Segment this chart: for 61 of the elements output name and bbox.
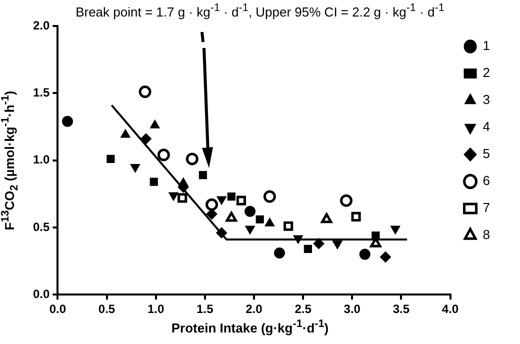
point <box>226 212 237 222</box>
point <box>284 221 294 231</box>
legend-label: 4 <box>482 119 490 134</box>
point <box>293 235 303 244</box>
x-tick-label: 4.0 <box>442 302 459 316</box>
point <box>380 251 391 262</box>
point <box>120 129 130 138</box>
y-tick-label: 2.0 <box>32 18 50 32</box>
point <box>186 152 198 166</box>
x-tick-label: 0.0 <box>49 302 66 316</box>
point <box>138 86 152 98</box>
point <box>150 120 160 128</box>
y-tick-label: 1.5 <box>32 85 50 100</box>
y-tick-label: 0.0 <box>32 286 50 301</box>
x-tick-label: 0.5 <box>98 302 116 316</box>
point <box>264 218 275 226</box>
point <box>332 240 342 250</box>
point <box>321 213 332 224</box>
point <box>216 196 226 205</box>
point <box>236 196 246 206</box>
legend-label: 3 <box>482 92 490 108</box>
point <box>227 192 236 201</box>
point <box>168 192 178 201</box>
x-tick-label: 2.0 <box>246 302 263 316</box>
point <box>178 193 188 203</box>
point <box>62 116 73 127</box>
point <box>198 171 207 180</box>
legend-label: 8 <box>482 227 490 242</box>
point <box>304 244 312 253</box>
legend-label: 5 <box>482 146 490 162</box>
point <box>359 248 370 260</box>
point <box>263 190 276 203</box>
point <box>140 133 152 144</box>
point <box>244 206 256 217</box>
point <box>206 198 218 211</box>
point <box>390 226 400 234</box>
point <box>206 208 218 220</box>
legend-label: 1 <box>482 38 490 54</box>
point <box>274 247 285 258</box>
x-axis-title: Protein Intake (g·kg$^{-1}$·d$^{-1}$) <box>170 318 330 336</box>
point <box>157 148 170 162</box>
x-tick-label: 2.5 <box>294 302 312 316</box>
point <box>150 178 158 186</box>
point <box>216 227 228 238</box>
point <box>106 154 115 163</box>
point <box>245 226 255 234</box>
legend-label: 6 <box>482 173 490 188</box>
x-tick-label: 1.5 <box>196 302 214 316</box>
point <box>340 194 352 207</box>
point <box>178 178 188 186</box>
y-tick-label: 1.0 <box>32 152 50 167</box>
chart-title: Break point = 1.7 g · kg$^{-1}$ · d$^{-1}$, Upper 95% CI = 2.2 g · kg$^{-1}$ · d$^{-1}$ <box>74 2 446 20</box>
x-tick-label: 3.0 <box>344 302 361 316</box>
legend-label: 2 <box>482 65 490 80</box>
x-tick-label: 3.5 <box>392 302 410 316</box>
point <box>313 238 324 250</box>
point <box>351 212 361 222</box>
legend-label: 7 <box>482 200 490 216</box>
x-tick-label: 1.0 <box>147 302 164 316</box>
point <box>256 215 264 224</box>
y-tick-label: 0.5 <box>32 220 50 234</box>
